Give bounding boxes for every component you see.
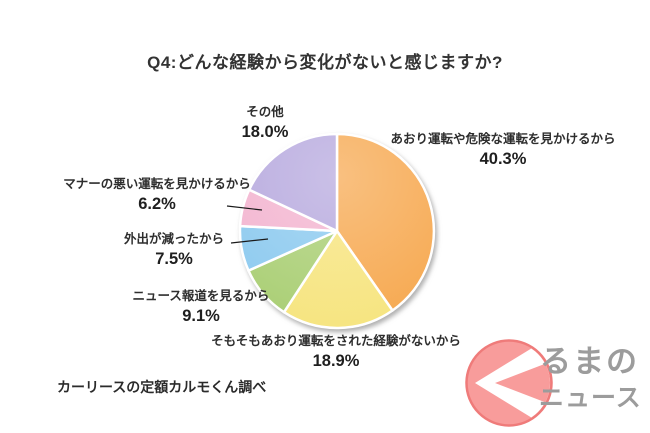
slice-label-bad-manners: マナーの悪い運転を見かけるから 6.2%: [56, 177, 258, 214]
logo-text-bottom: ニュース: [539, 384, 642, 412]
slice-percent: 40.3%: [479, 149, 527, 168]
slice-percent: 7.5%: [155, 249, 193, 268]
slice-percent: 6.2%: [138, 194, 176, 213]
pie-slice-1: [282, 229, 394, 330]
pie-slice-5: [247, 132, 339, 233]
slice-label-text: そもそもあおり運転をされた経験がないから: [211, 334, 461, 348]
slice-label-text: マナーの悪い運転を見かけるから: [63, 177, 251, 191]
leader-line-gaishutsu: [230, 238, 269, 244]
ku-circle-icon: [465, 339, 553, 427]
slice-label-aori: あおり運転や危険な運転を見かけるから 40.3%: [378, 132, 628, 169]
slice-percent: 18.9%: [312, 351, 360, 370]
slice-label-less-outing: 外出が減ったから 7.5%: [94, 232, 254, 269]
slice-percent: 18.0%: [241, 122, 289, 141]
source-note: カーリースの定額カルモくん調べ: [57, 379, 267, 395]
pie-slices: [238, 132, 436, 330]
slice-percent: 9.1%: [182, 306, 220, 325]
slice-label-text: ニュース報道を見るから: [132, 289, 270, 303]
leader-line-manner: [226, 205, 263, 211]
page-title: Q4:どんな経験から変化がないと感じますか?: [147, 53, 503, 72]
logo-triangle: [495, 360, 550, 406]
slice-label-text: その他: [246, 105, 284, 119]
slice-label-no-experience: そもそもあおり運転をされた経験がないから 18.9%: [176, 334, 496, 371]
pie-slice-0: [335, 132, 436, 312]
slice-label-other: その他 18.0%: [205, 105, 325, 142]
logo-text-top: るまの: [540, 344, 639, 379]
kuruma-no-news-logo: るまの ニュース: [463, 336, 650, 430]
slice-label-text: 外出が減ったから: [123, 232, 224, 246]
slice-label-news-report: ニュース報道を見るから 9.1%: [101, 289, 301, 326]
slice-label-text: あおり運転や危険な運転を見かけるから: [390, 132, 616, 146]
